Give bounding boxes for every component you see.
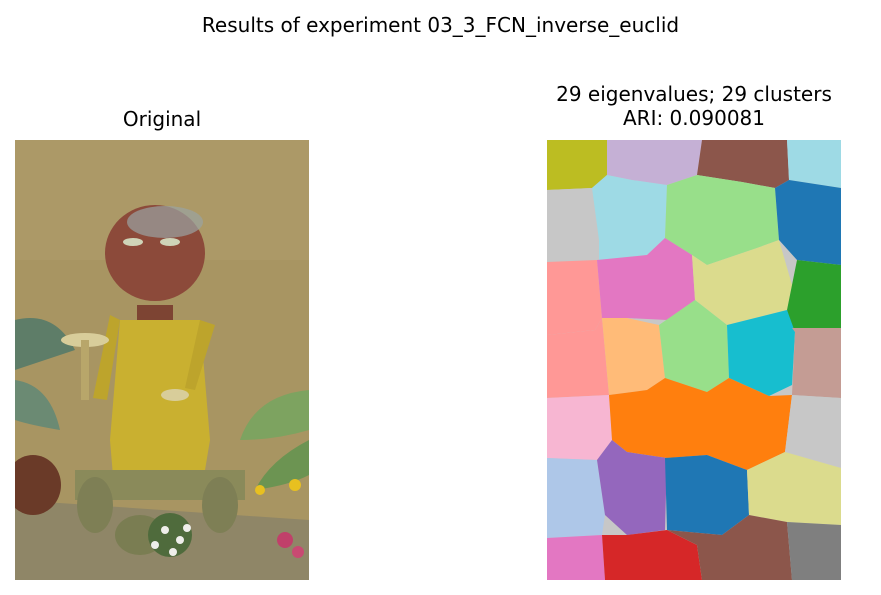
cluster-region (547, 535, 605, 580)
cluster-region (665, 175, 779, 265)
original-image-title: Original (122, 107, 202, 131)
cluster-region (747, 452, 841, 525)
cluster-region (547, 140, 607, 190)
cluster-region (547, 318, 609, 398)
cluster-region (659, 300, 729, 392)
cluster-region (597, 440, 667, 535)
cluster-region (607, 140, 702, 185)
cluster-region (787, 140, 841, 188)
cluster-region (602, 530, 702, 580)
cluster-region (547, 188, 599, 262)
cluster-region (667, 515, 792, 580)
ari-score-label: ARI: 0.090081 (622, 106, 765, 130)
cluster-region (547, 395, 612, 460)
segmentation-title: 29 eigenvalues; 29 clusters ARI: 0.09008… (500, 82, 881, 130)
cluster-region (665, 455, 749, 535)
figure-suptitle: Results of experiment 03_3_FCN_inverse_e… (201, 13, 680, 37)
cluster-region (787, 522, 841, 580)
cluster-region (727, 310, 795, 396)
cluster-region (785, 395, 841, 468)
cluster-region (602, 318, 665, 395)
cluster-region (775, 180, 841, 265)
cluster-region (547, 458, 605, 538)
cluster-region (692, 240, 792, 325)
cluster-region (592, 175, 667, 260)
cluster-region (609, 378, 792, 470)
cluster-segmentation-map (547, 140, 841, 580)
cluster-region (547, 260, 602, 335)
cluster-region (792, 328, 841, 398)
cluster-region (697, 140, 789, 188)
cluster-region (787, 260, 841, 328)
cluster-region (597, 238, 695, 320)
eigenvalues-clusters-label: 29 eigenvalues; 29 clusters (556, 82, 832, 106)
original-image (15, 140, 309, 580)
